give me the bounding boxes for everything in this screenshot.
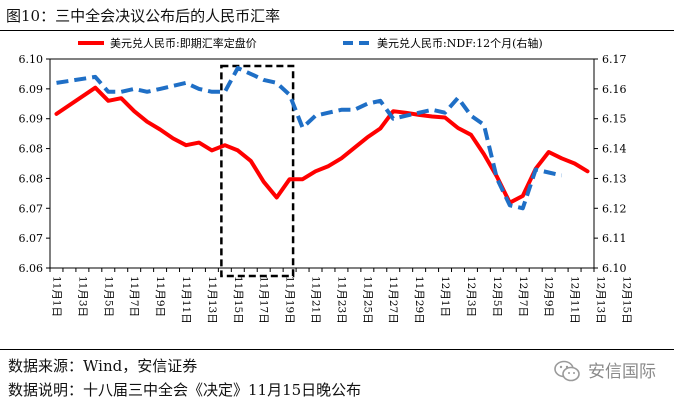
watermark: 安信国际 <box>554 357 656 382</box>
right-axis-tick-label: 6.17 <box>602 53 627 66</box>
right-axis-tick-label: 6.13 <box>602 172 627 185</box>
x-axis-tick-label: 11月25日 <box>361 276 373 324</box>
x-axis-tick-label: 11月17日 <box>258 276 270 324</box>
page-title: 图10：三中全会决议公布后的人民币汇率 <box>6 7 281 25</box>
x-axis-tick-label: 12月3日 <box>465 276 477 317</box>
x-axis-tick-label: 12月5日 <box>491 276 503 317</box>
x-axis-tick-label: 12月7日 <box>517 276 529 317</box>
right-axis-tick-label: 6.10 <box>602 262 627 275</box>
data-note: 数据说明：十八届三中全会《决定》11月15日晚公布 <box>8 381 362 399</box>
x-axis-tick-label: 11月9日 <box>154 276 166 317</box>
x-axis-tick-label: 11月23日 <box>335 276 347 324</box>
watermark-text: 安信国际 <box>588 362 656 382</box>
left-axis-tick-label: 6.10 <box>19 53 44 66</box>
left-axis-tick-label: 6.08 <box>19 143 44 156</box>
x-axis-tick-label: 12月15日 <box>620 276 632 324</box>
legend: 美元兑人民币:即期汇率定盘价 美元兑人民币:NDF:12个月(右轴) <box>78 36 543 50</box>
left-axis-tick-label: 6.09 <box>19 113 44 126</box>
x-axis-tick-label: 11月11日 <box>180 276 192 324</box>
x-axis-tick-label: 11月27日 <box>387 276 399 324</box>
highlight-box <box>220 64 295 278</box>
chart: 6.06 6.07 6.07 6.08 6.08 6.09 6.09 6.10 6.10 6.11… <box>19 36 633 324</box>
x-axis-tick-label: 11月19日 <box>284 276 296 324</box>
x-axis-tick-label: 12月11日 <box>569 276 581 324</box>
title-bar: 图10：三中全会决议公布后的人民币汇率 <box>0 0 674 31</box>
wechat-logo-icon <box>554 360 580 382</box>
left-axis-tick-label: 6.06 <box>19 262 44 275</box>
x-axis-tick-label: 12月13日 <box>594 276 606 324</box>
x-axis-tick-label: 12月1日 <box>439 276 451 317</box>
x-axis-tick-label: 11月1日 <box>50 276 62 317</box>
right-axis-tick-label: 6.14 <box>602 143 627 156</box>
right-axis-tick-label: 6.16 <box>602 83 627 96</box>
legend-label: 美元兑人民币:NDF:12个月(右轴) <box>377 36 543 50</box>
x-axis-tick-label: 11月5日 <box>102 276 114 317</box>
left-axis-tick-label: 6.07 <box>19 232 44 245</box>
right-axis-tick-label: 6.12 <box>602 202 627 215</box>
series-ndf-line <box>56 66 563 211</box>
x-axis-tick-label: 12月9日 <box>543 276 555 317</box>
left-axis-tick-label: 6.07 <box>19 202 44 215</box>
right-axis-tick-label: 6.11 <box>602 232 627 245</box>
x-axis-tick-label: 11月21日 <box>310 276 322 324</box>
left-axis-tick-label: 6.09 <box>19 83 44 96</box>
left-axis-tick-label: 6.08 <box>19 172 44 185</box>
data-source: 数据来源：Wind，安信证券 <box>8 357 198 375</box>
divider <box>0 349 674 350</box>
right-axis-tick-label: 6.15 <box>602 113 627 126</box>
x-axis-tick-label: 11月3日 <box>76 276 88 317</box>
x-axis-tick-label: 11月15日 <box>232 276 244 324</box>
x-axis-tick-label: 11月13日 <box>206 276 218 324</box>
x-axis-tick-label: 11月7日 <box>128 276 140 317</box>
series-spot-line <box>54 85 590 205</box>
legend-label: 美元兑人民币:即期汇率定盘价 <box>110 36 257 50</box>
x-axis-tick-label: 11月29日 <box>413 276 425 324</box>
